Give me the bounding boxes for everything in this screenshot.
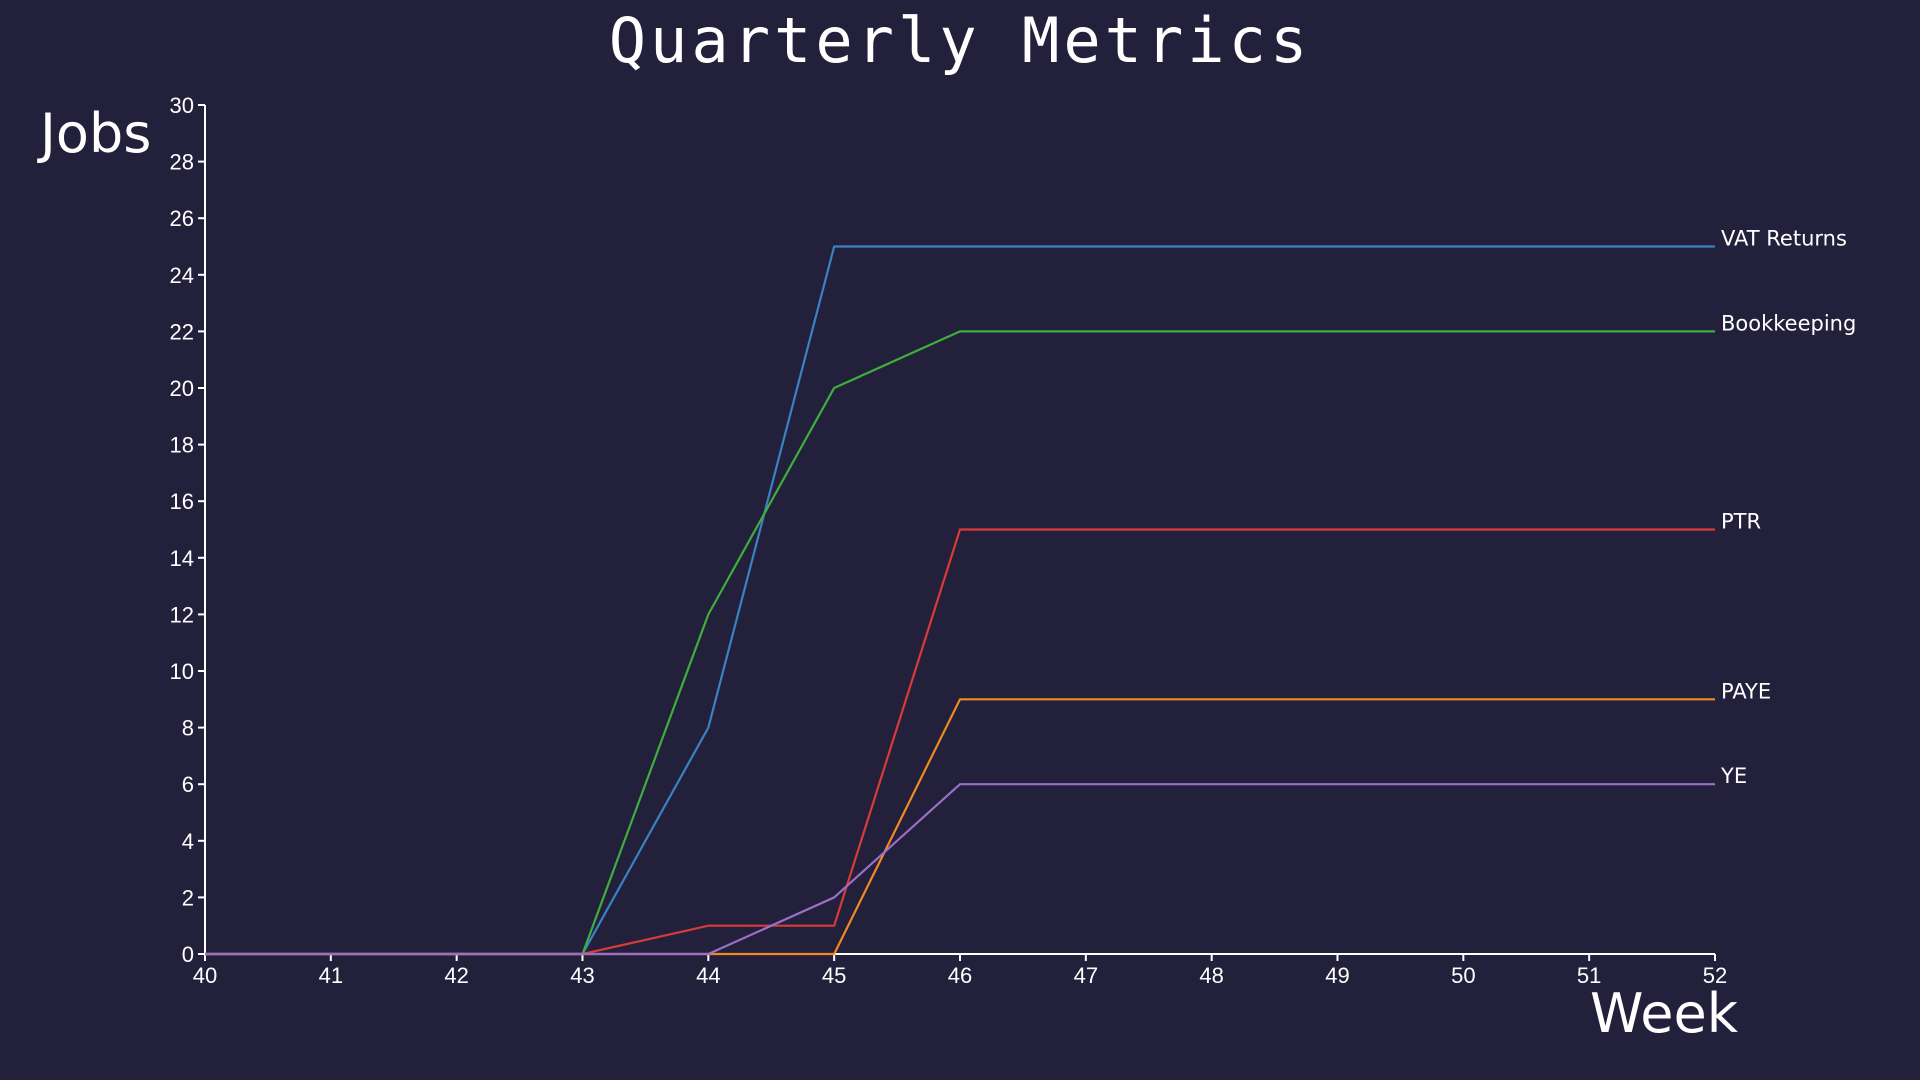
- chart-title: Quarterly Metrics: [609, 4, 1312, 77]
- series-line-ptr: [205, 528, 1715, 956]
- y-tick-label: 14: [170, 546, 194, 571]
- x-tick-label: 42: [444, 963, 468, 988]
- y-tick-label: 24: [170, 263, 194, 288]
- x-tick-label: 43: [570, 963, 594, 988]
- series-lines: [205, 245, 1715, 956]
- x-tick-label: 47: [1074, 963, 1098, 988]
- y-tick-label: 28: [170, 150, 194, 175]
- x-tick-label: 45: [822, 963, 846, 988]
- series-label-bookkeeping: Bookkeeping: [1721, 311, 1856, 335]
- x-tick-label: 52: [1703, 963, 1727, 988]
- series-labels: VAT Returns Bookkeeping PTR PAYE YE: [1720, 227, 1856, 789]
- y-tick-label: 22: [170, 319, 194, 344]
- x-tick-label: 44: [696, 963, 720, 988]
- x-tick-label: 41: [319, 963, 343, 988]
- y-tick-label: 16: [170, 489, 194, 514]
- series-line-vat-returns: [205, 245, 1715, 956]
- series-line-ye: [205, 783, 1715, 956]
- y-tick-label: 30: [170, 93, 194, 118]
- series-label-vat-returns: VAT Returns: [1721, 227, 1847, 251]
- series-line-paye: [205, 698, 1715, 956]
- x-tick-label: 46: [948, 963, 972, 988]
- x-tick-label: 51: [1577, 963, 1601, 988]
- x-tick-label: 48: [1199, 963, 1223, 988]
- y-tick-label: 2: [182, 885, 194, 910]
- series-label-ptr: PTR: [1721, 510, 1761, 534]
- x-axis-ticks: 40 41 42 43 44 45 46 47 48 49 50 51 52: [193, 954, 1727, 988]
- series-label-ye: YE: [1720, 764, 1747, 788]
- y-tick-label: 6: [182, 772, 194, 797]
- x-tick-label: 50: [1451, 963, 1475, 988]
- y-tick-label: 12: [170, 602, 194, 627]
- y-tick-label: 20: [170, 376, 194, 401]
- y-tick-label: 0: [182, 942, 194, 967]
- x-tick-label: 49: [1325, 963, 1349, 988]
- y-tick-label: 18: [170, 433, 194, 458]
- x-axis-label: Week: [1590, 982, 1739, 1045]
- y-tick-label: 4: [182, 829, 194, 854]
- y-tick-label: 10: [170, 659, 194, 684]
- x-tick-label: 40: [193, 963, 217, 988]
- y-axis-label: Jobs: [37, 102, 151, 165]
- series-line-bookkeeping: [205, 330, 1715, 956]
- series-label-paye: PAYE: [1721, 679, 1771, 703]
- y-tick-label: 8: [182, 716, 194, 741]
- y-tick-label: 26: [170, 206, 194, 231]
